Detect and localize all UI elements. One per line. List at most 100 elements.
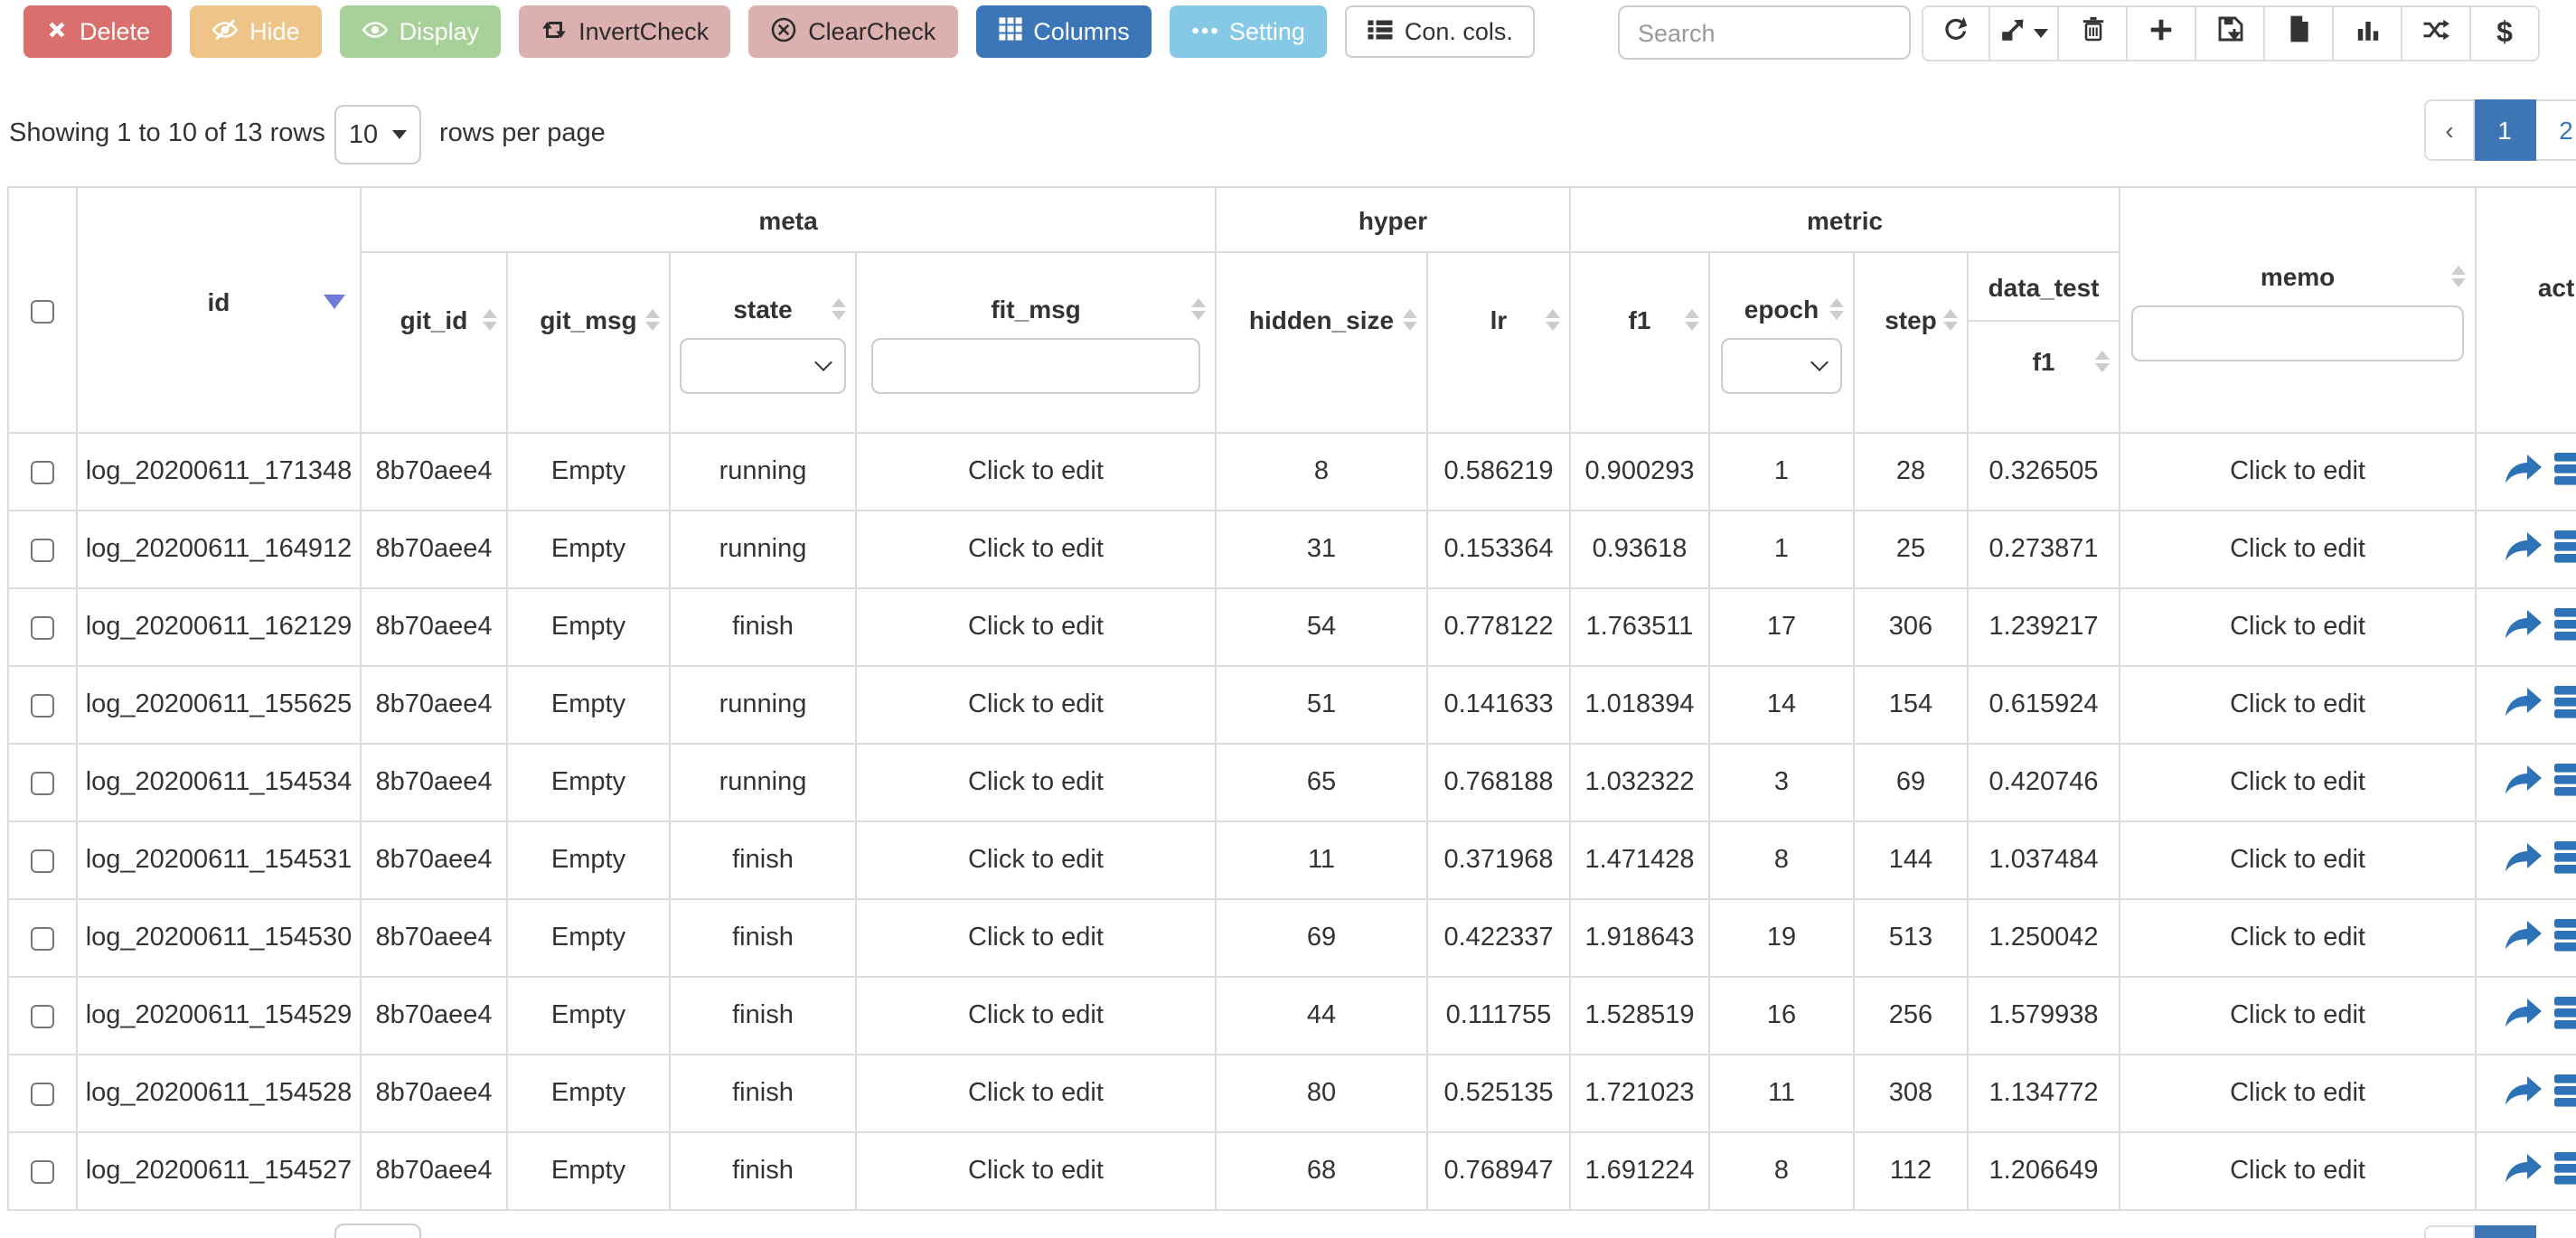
- cell-memo-edit[interactable]: Click to edit: [2119, 510, 2477, 589]
- cell-memo-edit[interactable]: Click to edit: [2119, 665, 2477, 745]
- save-button[interactable]: [2196, 5, 2265, 61]
- server-icon[interactable]: [2554, 917, 2576, 959]
- cell-git-msg-link[interactable]: Empty: [506, 432, 671, 511]
- bottom-page-size-dropdown[interactable]: [334, 1224, 421, 1238]
- clear-check-button[interactable]: ClearCheck: [748, 5, 958, 58]
- select-all-checkbox[interactable]: [31, 300, 54, 324]
- cell-git-msg-link[interactable]: Empty: [506, 976, 671, 1055]
- row-checkbox[interactable]: [31, 615, 54, 640]
- server-icon[interactable]: [2554, 762, 2576, 803]
- bottom-pagination-prev-button[interactable]: ‹: [2424, 1225, 2475, 1238]
- add-button[interactable]: [2128, 5, 2196, 61]
- epoch-filter-select[interactable]: [1720, 338, 1843, 394]
- cell-memo-edit[interactable]: Click to edit: [2119, 898, 2477, 978]
- pagination-prev-button[interactable]: ‹: [2424, 99, 2475, 161]
- row-checkbox[interactable]: [31, 1004, 54, 1028]
- cell-memo-edit[interactable]: Click to edit: [2119, 1131, 2477, 1211]
- cell-fit-msg-edit[interactable]: Click to edit: [855, 1054, 1217, 1133]
- cell-git-msg-link[interactable]: Empty: [506, 743, 671, 822]
- server-icon[interactable]: [2554, 529, 2576, 570]
- row-checkbox[interactable]: [31, 460, 54, 484]
- column-header-data-test-f1[interactable]: f1: [1966, 320, 2121, 434]
- column-header-epoch[interactable]: epoch: [1708, 251, 1855, 434]
- delete-button[interactable]: Delete: [24, 5, 173, 58]
- row-checkbox[interactable]: [31, 849, 54, 873]
- cell-fit-msg-edit[interactable]: Click to edit: [855, 665, 1217, 745]
- column-header-git-msg[interactable]: git_msg: [506, 251, 671, 434]
- share-icon[interactable]: [2504, 841, 2543, 879]
- share-icon[interactable]: [2504, 1152, 2543, 1190]
- row-checkbox[interactable]: [31, 1159, 54, 1184]
- cell-git-msg-link[interactable]: Empty: [506, 665, 671, 745]
- pagination-page-1[interactable]: 1: [2475, 99, 2536, 161]
- cell-git-msg-link[interactable]: Empty: [506, 587, 671, 667]
- cell-fit-msg-edit[interactable]: Click to edit: [855, 976, 1217, 1055]
- cell-fit-msg-edit[interactable]: Click to edit: [855, 510, 1217, 589]
- fit-msg-filter-input[interactable]: [870, 338, 1201, 394]
- cell-memo-edit[interactable]: Click to edit: [2119, 1054, 2477, 1133]
- invert-check-button[interactable]: InvertCheck: [519, 5, 731, 58]
- column-header-state[interactable]: state: [669, 251, 857, 434]
- row-checkbox[interactable]: [31, 771, 54, 795]
- row-checkbox[interactable]: [31, 1082, 54, 1106]
- cell-fit-msg-edit[interactable]: Click to edit: [855, 821, 1217, 900]
- bottom-pagination-page-1[interactable]: 1: [2475, 1225, 2536, 1238]
- cell-fit-msg-edit[interactable]: Click to edit: [855, 1131, 1217, 1211]
- cell-git-msg-link[interactable]: Empty: [506, 898, 671, 978]
- share-icon[interactable]: [2504, 997, 2543, 1035]
- cell-memo-edit[interactable]: Click to edit: [2119, 743, 2477, 822]
- cell-git-msg-link[interactable]: Empty: [506, 510, 671, 589]
- column-header-step[interactable]: step: [1853, 251, 1969, 434]
- column-header-f1[interactable]: f1: [1569, 251, 1710, 434]
- setting-button[interactable]: Setting: [1169, 5, 1327, 58]
- chart-button[interactable]: [2334, 5, 2402, 61]
- trash-button[interactable]: [2059, 5, 2128, 61]
- export-button[interactable]: [1990, 5, 2059, 61]
- server-icon[interactable]: [2554, 684, 2576, 726]
- server-icon[interactable]: [2554, 1073, 2576, 1114]
- column-header-fit-msg[interactable]: fit_msg: [855, 251, 1217, 434]
- share-icon[interactable]: [2504, 686, 2543, 724]
- column-header-memo[interactable]: memo: [2119, 186, 2477, 434]
- column-header-lr[interactable]: lr: [1426, 251, 1571, 434]
- cell-fit-msg-edit[interactable]: Click to edit: [855, 898, 1217, 978]
- pagination-page-2[interactable]: 2: [2536, 99, 2576, 161]
- money-button[interactable]: $: [2471, 5, 2540, 61]
- share-icon[interactable]: [2504, 1074, 2543, 1112]
- column-header-id[interactable]: id: [76, 186, 362, 434]
- cell-memo-edit[interactable]: Click to edit: [2119, 976, 2477, 1055]
- cell-git-msg-link[interactable]: Empty: [506, 1054, 671, 1133]
- cell-memo-edit[interactable]: Click to edit: [2119, 432, 2477, 511]
- column-header-hidden-size[interactable]: hidden_size: [1215, 251, 1428, 434]
- share-icon[interactable]: [2504, 530, 2543, 568]
- share-icon[interactable]: [2504, 608, 2543, 646]
- connected-columns-button[interactable]: Con. cols.: [1344, 5, 1535, 58]
- server-icon[interactable]: [2554, 995, 2576, 1036]
- cell-git-msg-link[interactable]: Empty: [506, 821, 671, 900]
- display-button[interactable]: Display: [339, 5, 502, 58]
- shuffle-button[interactable]: [2402, 5, 2471, 61]
- cell-memo-edit[interactable]: Click to edit: [2119, 587, 2477, 667]
- page-size-dropdown[interactable]: 10: [334, 105, 421, 164]
- server-icon[interactable]: [2554, 606, 2576, 648]
- server-icon[interactable]: [2554, 839, 2576, 881]
- state-filter-select[interactable]: [680, 338, 846, 394]
- search-input[interactable]: [1618, 5, 1911, 60]
- row-checkbox[interactable]: [31, 538, 54, 562]
- column-header-git-id[interactable]: git_id: [360, 251, 508, 434]
- share-icon[interactable]: [2504, 453, 2543, 491]
- row-checkbox[interactable]: [31, 926, 54, 951]
- cell-git-msg-link[interactable]: Empty: [506, 1131, 671, 1211]
- cell-fit-msg-edit[interactable]: Click to edit: [855, 587, 1217, 667]
- columns-button[interactable]: Columns: [975, 5, 1152, 58]
- cell-fit-msg-edit[interactable]: Click to edit: [855, 743, 1217, 822]
- cell-memo-edit[interactable]: Click to edit: [2119, 821, 2477, 900]
- file-button[interactable]: [2265, 5, 2334, 61]
- hide-button[interactable]: Hide: [190, 5, 322, 58]
- server-icon[interactable]: [2554, 451, 2576, 492]
- memo-filter-input[interactable]: [2130, 305, 2465, 361]
- share-icon[interactable]: [2504, 919, 2543, 957]
- share-icon[interactable]: [2504, 764, 2543, 802]
- row-checkbox[interactable]: [31, 693, 54, 717]
- server-icon[interactable]: [2554, 1150, 2576, 1192]
